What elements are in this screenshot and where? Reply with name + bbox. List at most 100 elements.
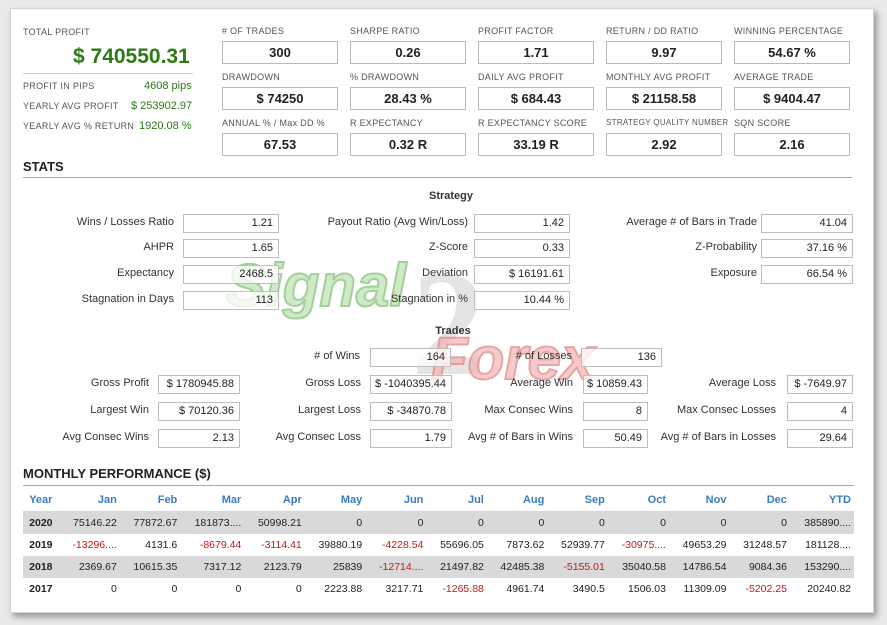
year-cell: 2017 bbox=[29, 583, 53, 595]
month-cell: 39880.19 bbox=[318, 539, 363, 551]
metric-value: 0.32 R bbox=[350, 133, 466, 156]
stat-label: Z-Score bbox=[428, 241, 468, 253]
month-cell: 7873.62 bbox=[506, 539, 545, 551]
stat-value: 2.13 bbox=[158, 429, 240, 448]
month-cell: -8679.44 bbox=[199, 539, 242, 551]
metric-label: ANNUAL % / Max DD % bbox=[222, 118, 325, 128]
month-cell: 52939.77 bbox=[561, 539, 605, 551]
month-cell: 0 bbox=[171, 583, 178, 595]
month-header: Year bbox=[23, 489, 59, 512]
metric-label: MONTHLY AVG PROFIT bbox=[606, 72, 711, 82]
stat-label: Expectancy bbox=[117, 267, 174, 279]
stat-label: Average Win bbox=[510, 377, 573, 389]
summary-value: 4608 pips bbox=[144, 80, 192, 92]
metric-label: RETURN / DD RATIO bbox=[606, 26, 699, 36]
year-cell: 2019 bbox=[29, 539, 53, 551]
month-cell: 2223.88 bbox=[324, 583, 363, 595]
stat-value: $ 70120.36 bbox=[158, 402, 240, 421]
stat-value: 8 bbox=[583, 402, 648, 421]
stats-rule bbox=[23, 177, 852, 178]
monthly-header-row: Year Jan Feb Mar Apr May Jun Jul Aug Sep Oct Nov Dec… bbox=[23, 489, 854, 512]
trades-title: Trades bbox=[435, 325, 471, 337]
metric-label: STRATEGY QUALITY NUMBER bbox=[606, 118, 729, 127]
stat-value: 164 bbox=[370, 348, 451, 367]
stat-value: 1.79 bbox=[370, 429, 452, 448]
month-header: Aug bbox=[486, 489, 548, 512]
stat-label: Payout Ratio (Avg Win/Loss) bbox=[327, 216, 468, 228]
metric-value: $ 21158.58 bbox=[606, 87, 722, 110]
metric-label: SHARPE RATIO bbox=[350, 26, 420, 36]
month-cell: 4131.6 bbox=[145, 539, 178, 551]
month-cell: -30975.... bbox=[621, 539, 666, 551]
stat-label: Deviation bbox=[422, 267, 468, 279]
summary-value: $ 253902.97 bbox=[131, 100, 193, 112]
month-header: Sep bbox=[547, 489, 608, 512]
stat-label: Avg Consec Loss bbox=[275, 431, 361, 443]
month-cell: 181873.... bbox=[180, 511, 245, 534]
month-cell: 55696.05 bbox=[440, 539, 484, 551]
stat-label: Average Loss bbox=[708, 377, 776, 389]
summary-value: 1920.08 % bbox=[139, 120, 192, 132]
stat-label: # of Losses bbox=[515, 350, 572, 362]
month-cell: 25839 bbox=[304, 556, 366, 578]
summary-divider bbox=[23, 73, 193, 74]
table-row: 2020 75146.22 77872.67 181873.... 50998.21 0 0… bbox=[23, 511, 854, 534]
month-cell: 0 bbox=[365, 511, 427, 534]
stat-value: 4 bbox=[787, 402, 853, 421]
stat-value: $ -1040395.44 bbox=[370, 375, 452, 394]
stat-value: 41.04 bbox=[761, 214, 853, 233]
total-profit-label: TOTAL PROFIT bbox=[23, 27, 90, 37]
month-cell: 0 bbox=[547, 511, 608, 534]
metric-label: # OF TRADES bbox=[222, 26, 285, 36]
stat-label: Avg Consec Wins bbox=[62, 431, 149, 443]
stat-value: 113 bbox=[183, 291, 279, 310]
stat-label: Max Consec Losses bbox=[676, 404, 776, 416]
metric-value: 2.92 bbox=[606, 133, 722, 156]
month-cell: 4961.74 bbox=[506, 583, 545, 595]
month-cell: -13296.... bbox=[72, 539, 117, 551]
metric-value: 67.53 bbox=[222, 133, 338, 156]
stat-value: 29.64 bbox=[787, 429, 853, 448]
stat-label: Gross Profit bbox=[90, 377, 149, 389]
metric-label: % DRAWDOWN bbox=[350, 72, 420, 82]
stat-label: Max Consec Wins bbox=[484, 404, 573, 416]
metric-value: 1.71 bbox=[478, 41, 594, 64]
summary-label: PROFIT IN PIPS bbox=[23, 81, 95, 91]
stat-label: Exposure bbox=[710, 267, 757, 279]
stat-label: Z-Probability bbox=[695, 241, 757, 253]
stat-value: $ 16191.61 bbox=[474, 265, 570, 284]
month-cell: -4228.54 bbox=[381, 539, 424, 551]
month-cell: 181128.... bbox=[805, 539, 851, 551]
month-cell: 7317.12 bbox=[180, 556, 245, 578]
month-cell: -1265.88 bbox=[442, 583, 484, 595]
month-cell: -12714.... bbox=[365, 556, 427, 578]
metric-label: R EXPECTANCY bbox=[350, 118, 423, 128]
monthly-rule bbox=[23, 485, 854, 486]
stat-value: 2468.5 bbox=[183, 265, 279, 284]
month-header: Oct bbox=[607, 489, 669, 512]
month-cell: 10615.35 bbox=[119, 556, 181, 578]
month-cell: 0 bbox=[426, 511, 487, 534]
metric-value: 2.16 bbox=[734, 133, 850, 156]
metric-value: 54.67 % bbox=[734, 41, 850, 64]
metric-label: WINNING PERCENTAGE bbox=[734, 26, 844, 36]
stat-label: Wins / Losses Ratio bbox=[76, 216, 174, 228]
year-cell: 2018 bbox=[23, 556, 59, 578]
month-cell: 42485.38 bbox=[486, 556, 548, 578]
total-profit-value: $ 740550.31 bbox=[73, 45, 190, 68]
month-cell: 77872.67 bbox=[119, 511, 181, 534]
month-cell: 11309.09 bbox=[683, 583, 727, 595]
stat-value: 136 bbox=[581, 348, 662, 367]
month-header: Feb bbox=[119, 489, 181, 512]
stat-value: $ -7649.97 bbox=[787, 375, 853, 394]
stat-value: 1.42 bbox=[474, 214, 570, 233]
stats-title: STATS bbox=[23, 159, 64, 174]
month-header: Mar bbox=[180, 489, 245, 512]
month-cell: 153290.... bbox=[789, 556, 854, 578]
metric-value: 9.97 bbox=[606, 41, 722, 64]
stat-label: AHPR bbox=[143, 241, 174, 253]
month-cell: 3217.71 bbox=[385, 583, 424, 595]
stat-value: $ -34870.78 bbox=[370, 402, 452, 421]
metric-label: DAILY AVG PROFIT bbox=[478, 72, 564, 82]
month-cell: 1506.03 bbox=[628, 583, 666, 595]
